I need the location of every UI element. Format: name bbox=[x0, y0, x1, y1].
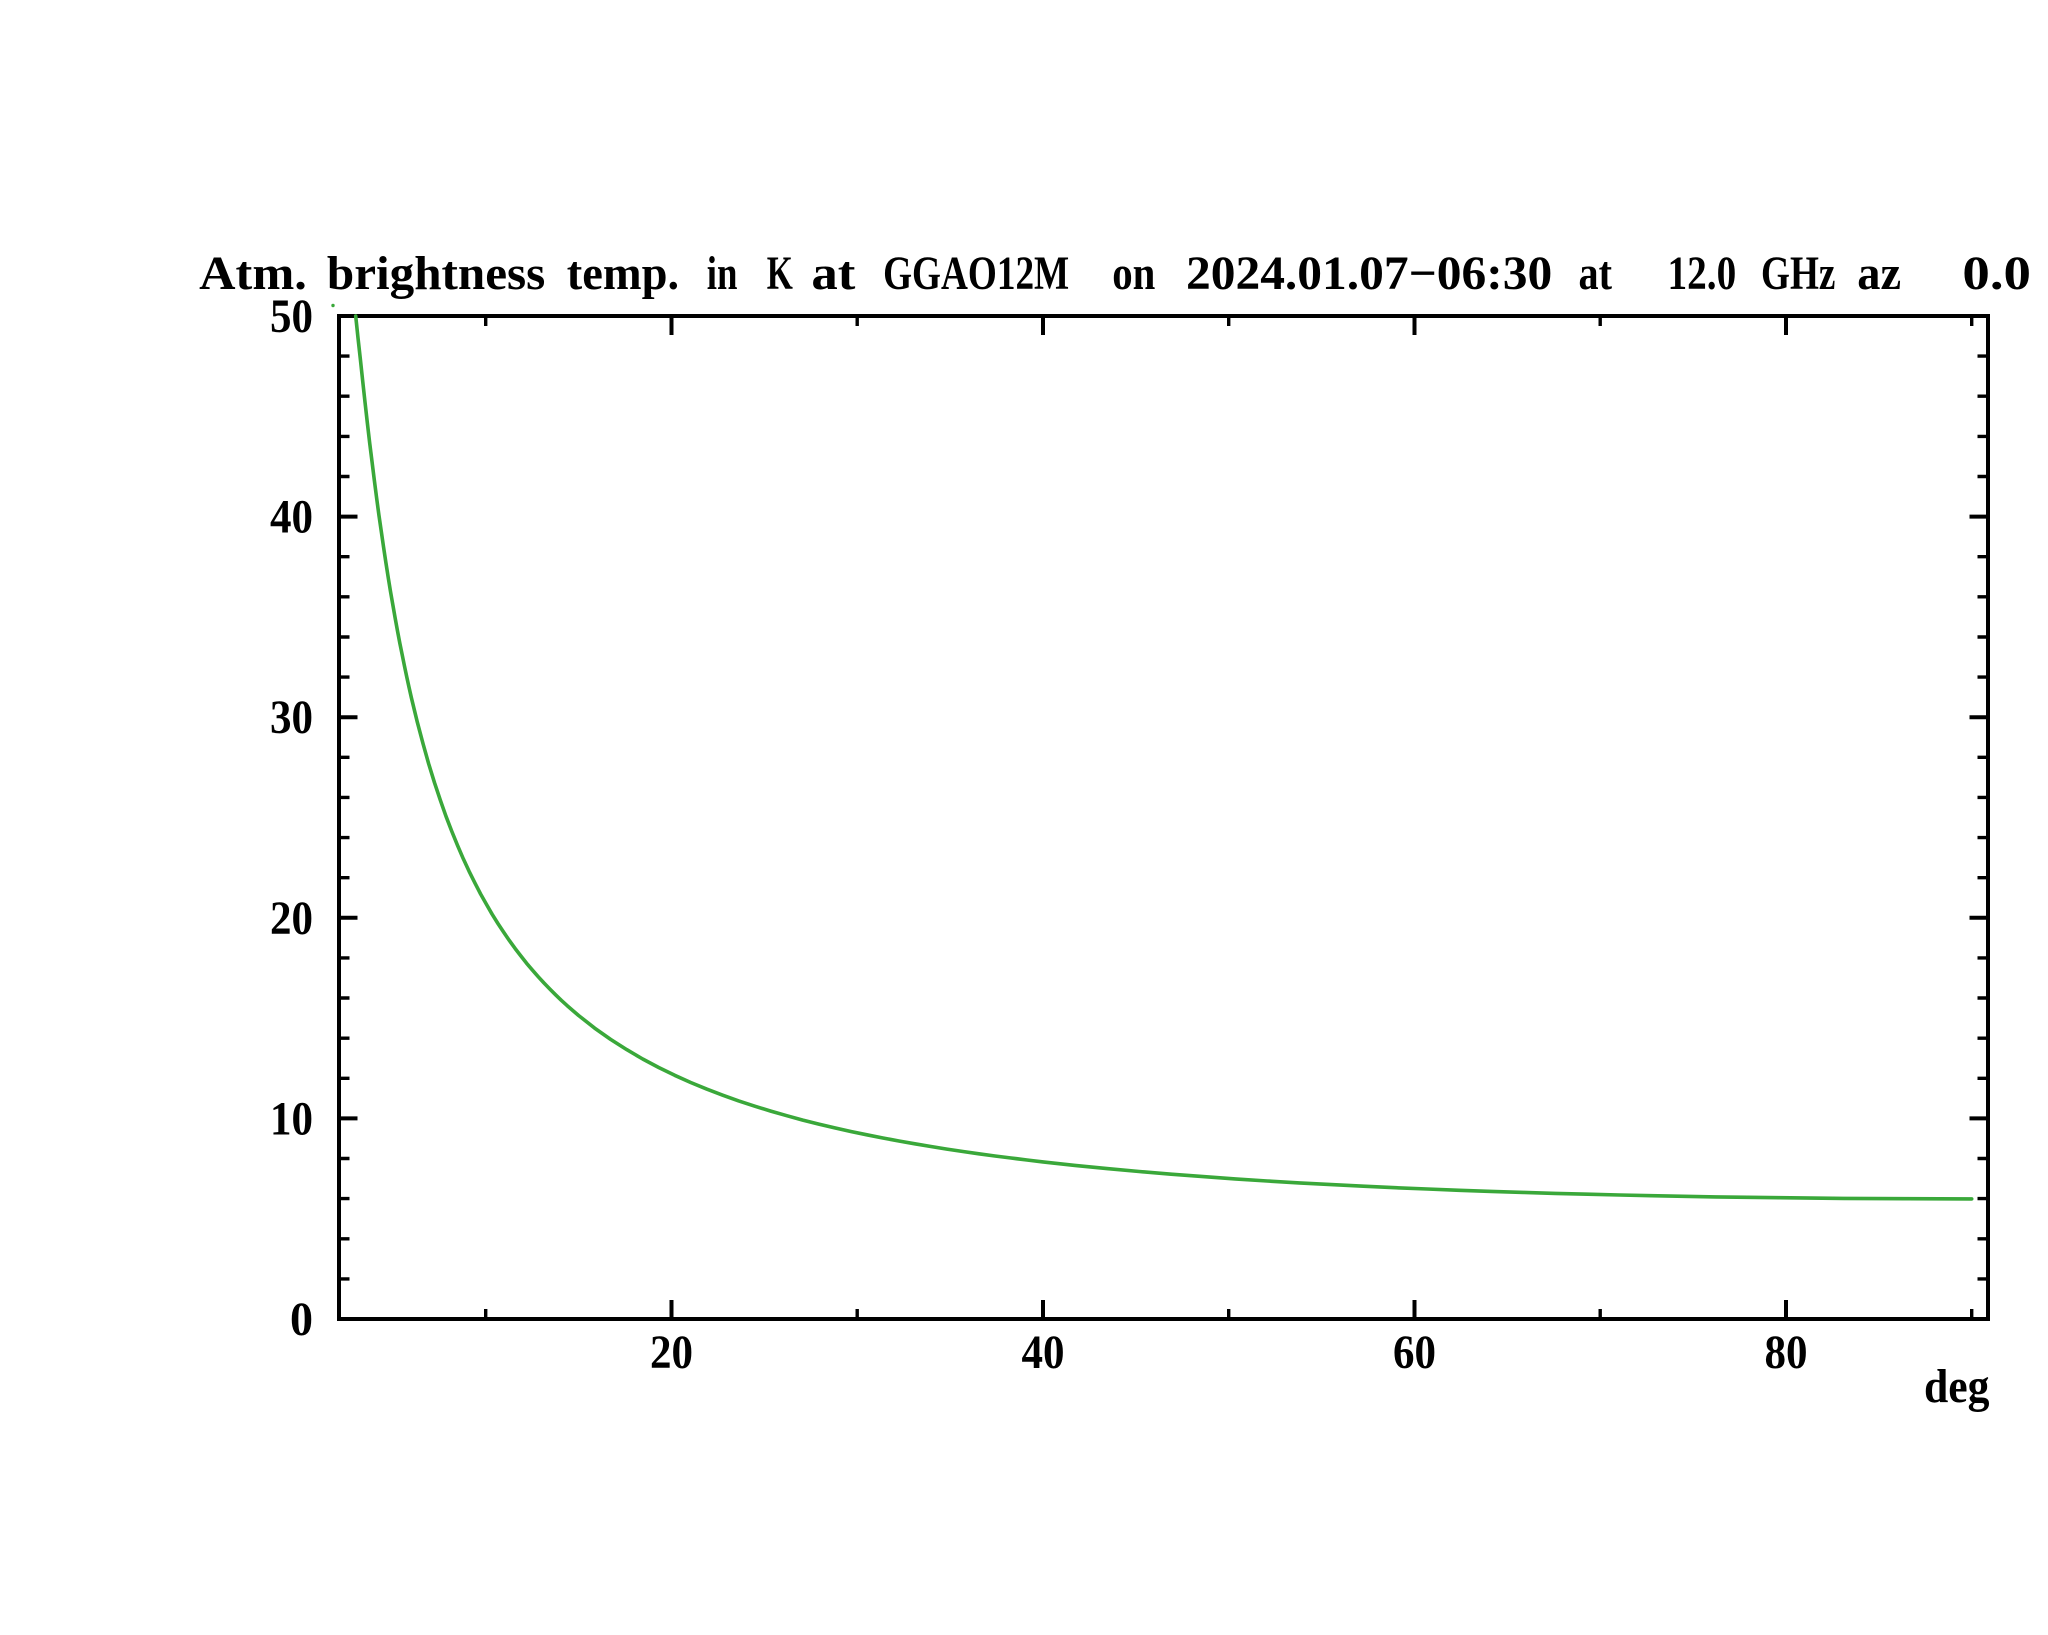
svg-text:50: 50 bbox=[270, 290, 313, 343]
svg-text:0.0: 0.0 bbox=[1962, 247, 2031, 300]
svg-text:40: 40 bbox=[1022, 1326, 1065, 1379]
svg-text:deg: deg bbox=[1924, 1360, 1990, 1413]
svg-text:GGAO12M: GGAO12M bbox=[883, 247, 1069, 300]
svg-text:40: 40 bbox=[270, 491, 313, 544]
svg-text:temp.: temp. bbox=[567, 247, 679, 300]
svg-text:at: at bbox=[811, 247, 855, 300]
svg-text:20: 20 bbox=[270, 892, 313, 945]
svg-text:12.0: 12.0 bbox=[1668, 247, 1737, 300]
svg-text:10: 10 bbox=[270, 1092, 313, 1145]
svg-text:30: 30 bbox=[270, 691, 313, 744]
svg-text:az: az bbox=[1857, 247, 1901, 300]
svg-text:60: 60 bbox=[1393, 1326, 1436, 1379]
svg-text:K: K bbox=[767, 247, 793, 300]
svg-text:brightness: brightness bbox=[327, 247, 545, 300]
svg-text:at: at bbox=[1579, 247, 1613, 300]
svg-text:80: 80 bbox=[1765, 1326, 1808, 1379]
svg-text:2024.01.07−06:30: 2024.01.07−06:30 bbox=[1186, 247, 1552, 300]
svg-text:Atm.: Atm. bbox=[199, 247, 307, 300]
svg-text:20: 20 bbox=[650, 1326, 693, 1379]
svg-text:on: on bbox=[1112, 247, 1155, 300]
svg-text:in: in bbox=[707, 247, 738, 300]
svg-text:GHz: GHz bbox=[1761, 247, 1835, 300]
svg-text:0: 0 bbox=[290, 1293, 313, 1346]
